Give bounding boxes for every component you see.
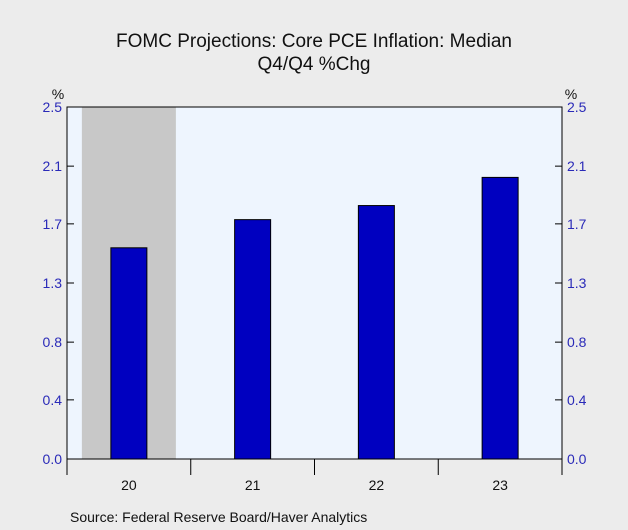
bar-21 [234,219,272,460]
y-tick-label-left: 1.7 [43,216,63,232]
y-tick-label-left: 2.5 [43,99,63,115]
x-tick-label-20: 20 [121,477,137,493]
y-tick-label-left: 0.0 [43,451,63,467]
x-tick-label-21: 21 [245,477,261,493]
y-tick-label-right: 1.3 [567,275,587,291]
bar-23 [481,176,519,460]
y-unit-right: % [565,86,577,102]
y-tick-label-right: 0.8 [567,334,587,350]
y-tick-label-left: 1.3 [43,275,63,291]
y-tick-label-right: 0.4 [567,392,587,408]
y-tick-label-left: 0.8 [43,334,63,350]
y-tick-label-right: 2.5 [567,99,587,115]
bar-20 [110,247,148,460]
y-tick-label-left: 2.1 [43,158,63,174]
chart-title: FOMC Projections: Core PCE Inflation: Me… [116,31,512,52]
y-unit-left: % [52,86,64,102]
x-tick-label-23: 23 [492,477,508,493]
x-tick-label-22: 22 [369,477,385,493]
y-tick-label-right: 0.0 [567,451,587,467]
chart-subtitle: Q4/Q4 %Chg [257,54,371,75]
y-tick-label-left: 0.4 [43,392,63,408]
bar-22 [357,205,395,460]
source-note: Source: Federal Reserve Board/Haver Anal… [70,509,368,525]
y-tick-label-right: 1.7 [567,216,587,232]
y-tick-label-right: 2.1 [567,158,587,174]
